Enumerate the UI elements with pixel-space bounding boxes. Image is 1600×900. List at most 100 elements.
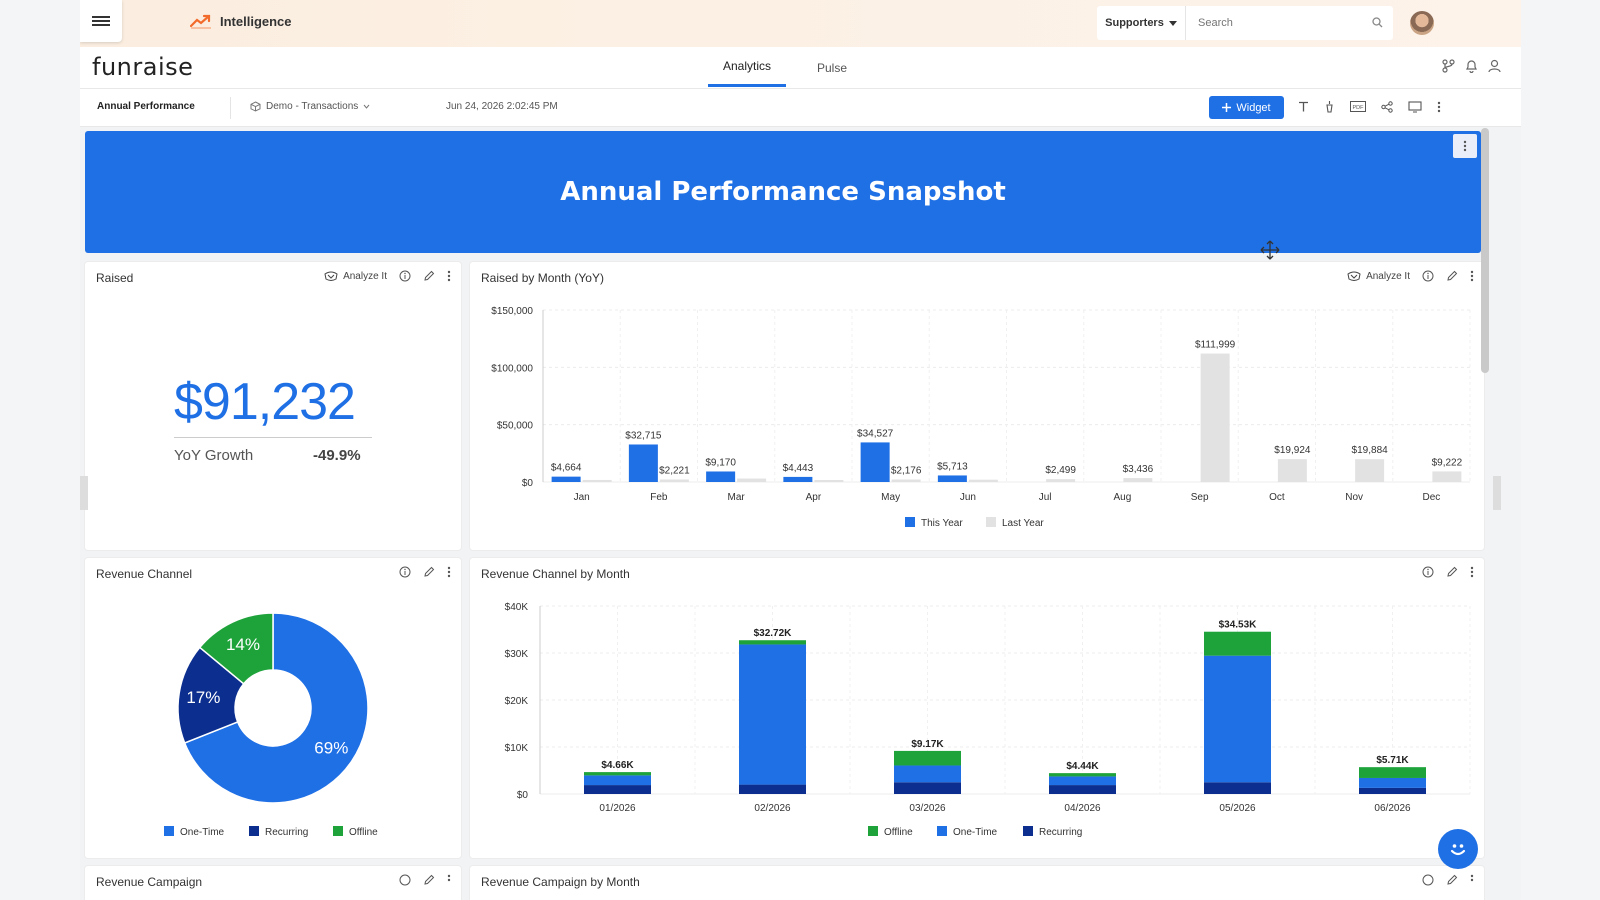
edit-icon[interactable] (1446, 270, 1458, 282)
analyze-it-button[interactable]: Analyze It (1347, 271, 1410, 282)
more-vertical-icon[interactable] (447, 874, 451, 886)
more-vertical-icon[interactable] (1470, 270, 1474, 282)
branch-icon[interactable] (1442, 59, 1455, 73)
total-label: $5.71K (1376, 755, 1409, 766)
bar-segment-recurring (584, 785, 651, 794)
widget-actions: Analyze It (1347, 270, 1474, 282)
edit-icon[interactable] (1446, 566, 1458, 578)
brain-icon (324, 271, 338, 281)
more-vertical-icon[interactable] (1437, 101, 1441, 113)
help-chat-button[interactable] (1438, 829, 1478, 869)
info-icon[interactable] (1422, 874, 1434, 886)
bar-last-year (1046, 479, 1076, 482)
supporters-dropdown[interactable]: Supporters (1097, 6, 1186, 40)
edit-icon[interactable] (423, 270, 435, 282)
pie-slice (198, 612, 274, 685)
revenue-channel-by-month-chart: $0 $10K $20K $30K $40K $4.66K 01/2026 $32.72K 02… (505, 602, 1471, 838)
datasource-dropdown[interactable]: Demo - Transactions (250, 101, 370, 112)
pdf-icon[interactable]: PDF (1350, 101, 1366, 112)
menu-button[interactable] (80, 0, 122, 42)
info-icon[interactable] (1422, 566, 1434, 578)
info-icon[interactable] (399, 566, 411, 578)
scrollbar[interactable] (1481, 128, 1489, 373)
data-label: $4,664 (551, 463, 582, 474)
nav-icons (1442, 59, 1501, 73)
bar-this-year (706, 471, 736, 482)
y-tick-label: $10K (505, 743, 529, 754)
info-icon[interactable] (399, 270, 411, 282)
widget-title: Raised by Month (YoY) (481, 271, 604, 285)
x-tick-label: 04/2026 (1064, 803, 1101, 814)
tab-analytics[interactable]: Analytics (708, 47, 786, 87)
raised-widget: Raised Analyze It $91,232 YoY Growth -49… (85, 262, 461, 550)
add-widget-button[interactable]: Widget (1209, 96, 1284, 119)
left-drawer-handle[interactable] (80, 476, 88, 510)
bar-last-year (737, 478, 767, 482)
y-tick-label: $50,000 (497, 421, 534, 432)
data-label: $111,999 (1195, 340, 1236, 351)
bar-segment-one-time (894, 765, 961, 783)
widget-actions (1422, 566, 1474, 578)
x-tick-label: Jul (1039, 492, 1052, 503)
data-label: $4,443 (783, 463, 814, 474)
more-vertical-icon[interactable] (447, 270, 451, 282)
data-label: $2,176 (891, 466, 922, 477)
text-icon[interactable] (1298, 101, 1309, 112)
analyze-it-button[interactable]: Analyze It (324, 271, 387, 282)
app-brand[interactable]: Intelligence (190, 13, 292, 29)
total-label: $4.66K (601, 760, 634, 771)
bar-last-year (582, 479, 612, 482)
widget-label: Widget (1236, 101, 1271, 114)
bell-icon[interactable] (1465, 59, 1478, 73)
banner-widget: Annual Performance Snapshot (85, 131, 1481, 253)
bar-last-year (1200, 353, 1230, 482)
widget-actions (399, 566, 451, 578)
total-label: $32.72K (754, 628, 793, 639)
widget-actions (399, 874, 451, 886)
caret-down-icon (1168, 20, 1177, 26)
x-tick-label: 05/2026 (1219, 803, 1256, 814)
funraise-logo: funraise (92, 53, 194, 81)
legend-swatch (986, 517, 996, 527)
dashboard-toolbar: Annual Performance Demo - Transactions J… (80, 89, 1521, 127)
legend-label: Offline (884, 827, 913, 838)
filter-icon[interactable] (1324, 100, 1335, 113)
widget-title: Revenue Channel by Month (481, 567, 630, 581)
right-drawer-handle[interactable] (1493, 476, 1501, 510)
slice-label: 14% (226, 635, 260, 654)
edit-icon[interactable] (423, 874, 435, 886)
tab-pulse[interactable]: Pulse (816, 60, 848, 75)
banner-menu-button[interactable] (1453, 134, 1477, 158)
pie-slice (177, 646, 245, 744)
total-label: $9.17K (911, 739, 944, 750)
legend-label: This Year (921, 518, 963, 529)
user-icon[interactable] (1488, 59, 1501, 73)
revenue-campaign-by-month-widget: Revenue Campaign by Month (470, 866, 1484, 900)
more-vertical-icon[interactable] (447, 566, 451, 578)
divider (230, 97, 231, 119)
more-vertical-icon[interactable] (1470, 874, 1474, 886)
legend-label: One-Time (180, 827, 225, 838)
info-icon[interactable] (399, 874, 411, 886)
smiley-icon (1450, 844, 1466, 856)
chevron-down-icon (363, 104, 370, 109)
y-tick-label: $0 (522, 478, 534, 489)
edit-icon[interactable] (423, 566, 435, 578)
user-avatar[interactable] (1410, 11, 1434, 35)
x-tick-label: 03/2026 (909, 803, 946, 814)
data-label: $9,222 (1432, 457, 1463, 468)
revenue-channel-widget: Revenue Channel 69% 17% 14% One-Time Recurri… (85, 558, 461, 858)
search-icon[interactable] (1372, 17, 1383, 28)
raised-value: $91,232 (174, 373, 356, 431)
datasource-label: Demo - Transactions (266, 101, 359, 112)
y-tick-label: $40K (505, 602, 529, 613)
legend-label: Recurring (1039, 827, 1082, 838)
share-icon[interactable] (1381, 100, 1393, 113)
search-input[interactable] (1198, 17, 1368, 29)
more-vertical-icon[interactable] (1470, 566, 1474, 578)
raised-by-month-widget: Raised by Month (YoY) Analyze It $0 $50,0… (470, 262, 1484, 550)
edit-icon[interactable] (1446, 874, 1458, 886)
info-icon[interactable] (1422, 270, 1434, 282)
x-tick-label: Oct (1269, 492, 1285, 503)
present-icon[interactable] (1408, 100, 1422, 113)
